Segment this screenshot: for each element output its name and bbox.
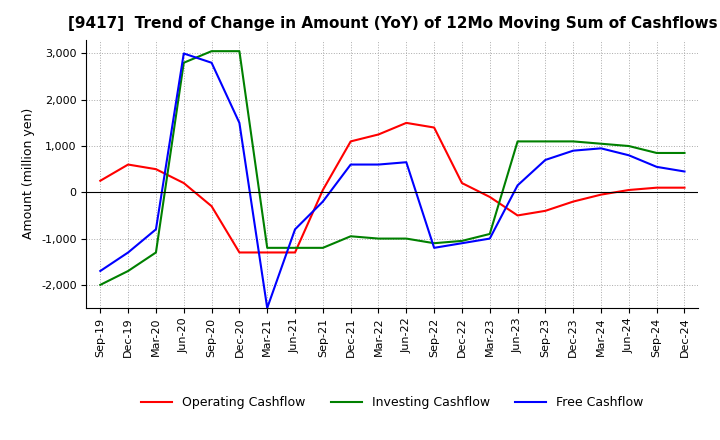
Investing Cashflow bbox=[485, 231, 494, 237]
Investing Cashflow bbox=[346, 234, 355, 239]
Free Cashflow bbox=[541, 157, 550, 162]
Investing Cashflow bbox=[179, 60, 188, 66]
Operating Cashflow bbox=[458, 180, 467, 186]
Investing Cashflow bbox=[458, 238, 467, 244]
Free Cashflow bbox=[513, 183, 522, 188]
Free Cashflow bbox=[430, 245, 438, 250]
Title: [9417]  Trend of Change in Amount (YoY) of 12Mo Moving Sum of Cashflows: [9417] Trend of Change in Amount (YoY) o… bbox=[68, 16, 717, 32]
Investing Cashflow bbox=[680, 150, 689, 156]
Free Cashflow bbox=[597, 146, 606, 151]
Free Cashflow bbox=[263, 305, 271, 311]
Operating Cashflow bbox=[652, 185, 661, 191]
Line: Operating Cashflow: Operating Cashflow bbox=[100, 123, 685, 253]
Operating Cashflow bbox=[96, 178, 104, 183]
Operating Cashflow bbox=[541, 208, 550, 213]
Free Cashflow bbox=[346, 162, 355, 167]
Line: Free Cashflow: Free Cashflow bbox=[100, 54, 685, 308]
Free Cashflow bbox=[124, 250, 132, 255]
Line: Investing Cashflow: Investing Cashflow bbox=[100, 51, 685, 285]
Investing Cashflow bbox=[96, 282, 104, 287]
Investing Cashflow bbox=[569, 139, 577, 144]
Free Cashflow bbox=[402, 160, 410, 165]
Investing Cashflow bbox=[513, 139, 522, 144]
Operating Cashflow bbox=[402, 120, 410, 125]
Free Cashflow bbox=[624, 153, 633, 158]
Free Cashflow bbox=[96, 268, 104, 274]
Free Cashflow bbox=[152, 227, 161, 232]
Operating Cashflow bbox=[291, 250, 300, 255]
Operating Cashflow bbox=[513, 213, 522, 218]
Investing Cashflow bbox=[235, 48, 243, 54]
Operating Cashflow bbox=[569, 199, 577, 204]
Investing Cashflow bbox=[318, 245, 327, 250]
Investing Cashflow bbox=[597, 141, 606, 147]
Operating Cashflow bbox=[124, 162, 132, 167]
Investing Cashflow bbox=[430, 241, 438, 246]
Operating Cashflow bbox=[430, 125, 438, 130]
Operating Cashflow bbox=[680, 185, 689, 191]
Legend: Operating Cashflow, Investing Cashflow, Free Cashflow: Operating Cashflow, Investing Cashflow, … bbox=[136, 392, 649, 414]
Free Cashflow bbox=[235, 120, 243, 125]
Investing Cashflow bbox=[291, 245, 300, 250]
Operating Cashflow bbox=[263, 250, 271, 255]
Free Cashflow bbox=[569, 148, 577, 153]
Free Cashflow bbox=[485, 236, 494, 241]
Free Cashflow bbox=[458, 241, 467, 246]
Investing Cashflow bbox=[541, 139, 550, 144]
Investing Cashflow bbox=[652, 150, 661, 156]
Free Cashflow bbox=[652, 164, 661, 169]
Free Cashflow bbox=[374, 162, 383, 167]
Operating Cashflow bbox=[235, 250, 243, 255]
Investing Cashflow bbox=[207, 48, 216, 54]
Operating Cashflow bbox=[179, 180, 188, 186]
Free Cashflow bbox=[291, 227, 300, 232]
Investing Cashflow bbox=[624, 143, 633, 149]
Investing Cashflow bbox=[124, 268, 132, 274]
Operating Cashflow bbox=[207, 204, 216, 209]
Operating Cashflow bbox=[374, 132, 383, 137]
Investing Cashflow bbox=[263, 245, 271, 250]
Free Cashflow bbox=[680, 169, 689, 174]
Operating Cashflow bbox=[485, 194, 494, 200]
Free Cashflow bbox=[207, 60, 216, 66]
Free Cashflow bbox=[318, 199, 327, 204]
Free Cashflow bbox=[179, 51, 188, 56]
Operating Cashflow bbox=[624, 187, 633, 193]
Investing Cashflow bbox=[152, 250, 161, 255]
Operating Cashflow bbox=[597, 192, 606, 197]
Operating Cashflow bbox=[152, 166, 161, 172]
Operating Cashflow bbox=[318, 187, 327, 193]
Investing Cashflow bbox=[374, 236, 383, 241]
Investing Cashflow bbox=[402, 236, 410, 241]
Operating Cashflow bbox=[346, 139, 355, 144]
Y-axis label: Amount (million yen): Amount (million yen) bbox=[22, 108, 35, 239]
